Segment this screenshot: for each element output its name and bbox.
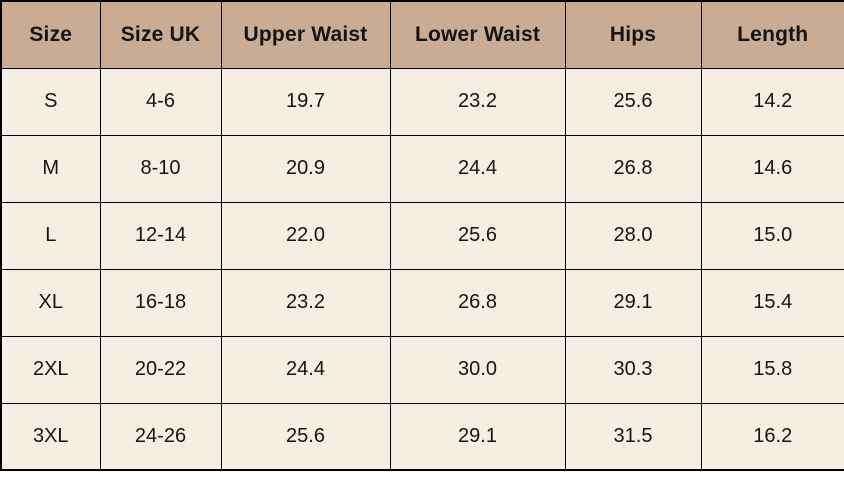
table-cell: 23.2 xyxy=(389,67,566,136)
table-row: XL 16-18 23.2 26.8 29.1 15.4 xyxy=(0,268,844,337)
table-cell: 28.0 xyxy=(564,201,702,270)
table-cell: 24.4 xyxy=(389,134,566,203)
table-cell: 15.4 xyxy=(700,268,844,337)
table-cell: 30.0 xyxy=(389,335,566,404)
table-cell: 25.6 xyxy=(564,67,702,136)
table-cell: 14.2 xyxy=(700,67,844,136)
table-row: M 8-10 20.9 24.4 26.8 14.6 xyxy=(0,134,844,203)
header-row: Size Size UK Upper Waist Lower Waist Hips Len… xyxy=(0,0,844,69)
table-cell: 19.7 xyxy=(220,67,391,136)
column-header-hips: Hips xyxy=(564,0,702,69)
table-cell: 4-6 xyxy=(99,67,222,136)
size-cell: 3XL xyxy=(0,402,101,471)
table-cell: 29.1 xyxy=(389,402,566,471)
table-row: 3XL 24-26 25.6 29.1 31.5 16.2 xyxy=(0,402,844,471)
table-cell: 15.0 xyxy=(700,201,844,270)
table-cell: 26.8 xyxy=(564,134,702,203)
column-header-size: Size xyxy=(0,0,101,69)
table-cell: 14.6 xyxy=(700,134,844,203)
table-cell: 20.9 xyxy=(220,134,391,203)
table-cell: 16.2 xyxy=(700,402,844,471)
table-row: S 4-6 19.7 23.2 25.6 14.2 xyxy=(0,67,844,136)
size-chart-table: Size Size UK Upper Waist Lower Waist Hips Len… xyxy=(0,0,844,471)
size-cell: L xyxy=(0,201,101,270)
table-cell: 25.6 xyxy=(389,201,566,270)
table-cell: 8-10 xyxy=(99,134,222,203)
table-row: L 12-14 22.0 25.6 28.0 15.0 xyxy=(0,201,844,270)
table-cell: 16-18 xyxy=(99,268,222,337)
table-cell: 23.2 xyxy=(220,268,391,337)
table-cell: 26.8 xyxy=(389,268,566,337)
table-cell: 12-14 xyxy=(99,201,222,270)
table-body: S 4-6 19.7 23.2 25.6 14.2 M 8-10 20.9 24.4 26.8 14.… xyxy=(0,67,844,471)
table-cell: 20-22 xyxy=(99,335,222,404)
column-header-length: Length xyxy=(700,0,844,69)
table-row: 2XL 20-22 24.4 30.0 30.3 15.8 xyxy=(0,335,844,404)
column-header-upper-waist: Upper Waist xyxy=(220,0,391,69)
column-header-size-uk: Size UK xyxy=(99,0,222,69)
table-cell: 24-26 xyxy=(99,402,222,471)
size-cell: 2XL xyxy=(0,335,101,404)
table-cell: 25.6 xyxy=(220,402,391,471)
table-cell: 31.5 xyxy=(564,402,702,471)
size-cell: S xyxy=(0,67,101,136)
table-cell: 29.1 xyxy=(564,268,702,337)
size-cell: XL xyxy=(0,268,101,337)
table-cell: 30.3 xyxy=(564,335,702,404)
table-cell: 15.8 xyxy=(700,335,844,404)
size-cell: M xyxy=(0,134,101,203)
table-cell: 24.4 xyxy=(220,335,391,404)
table-cell: 22.0 xyxy=(220,201,391,270)
column-header-lower-waist: Lower Waist xyxy=(389,0,566,69)
